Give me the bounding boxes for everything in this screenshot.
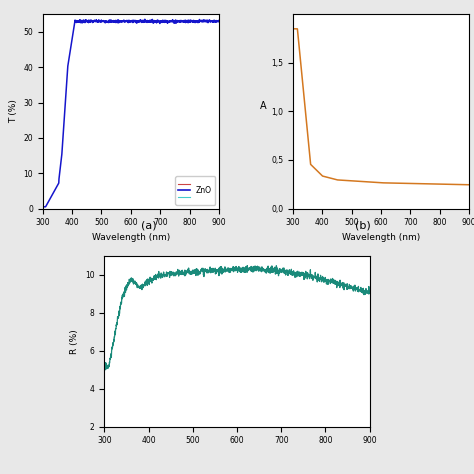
Text: (a): (a): [142, 220, 157, 230]
Legend: , ZnO, : , ZnO,: [175, 176, 215, 205]
Y-axis label: A: A: [259, 101, 266, 111]
Text: (b): (b): [355, 220, 371, 230]
X-axis label: Wavelength (nm): Wavelength (nm): [91, 233, 170, 242]
X-axis label: Wavelength (nm): Wavelength (nm): [342, 233, 420, 242]
Y-axis label: T (%): T (%): [9, 100, 18, 123]
Y-axis label: R (%): R (%): [70, 329, 79, 354]
